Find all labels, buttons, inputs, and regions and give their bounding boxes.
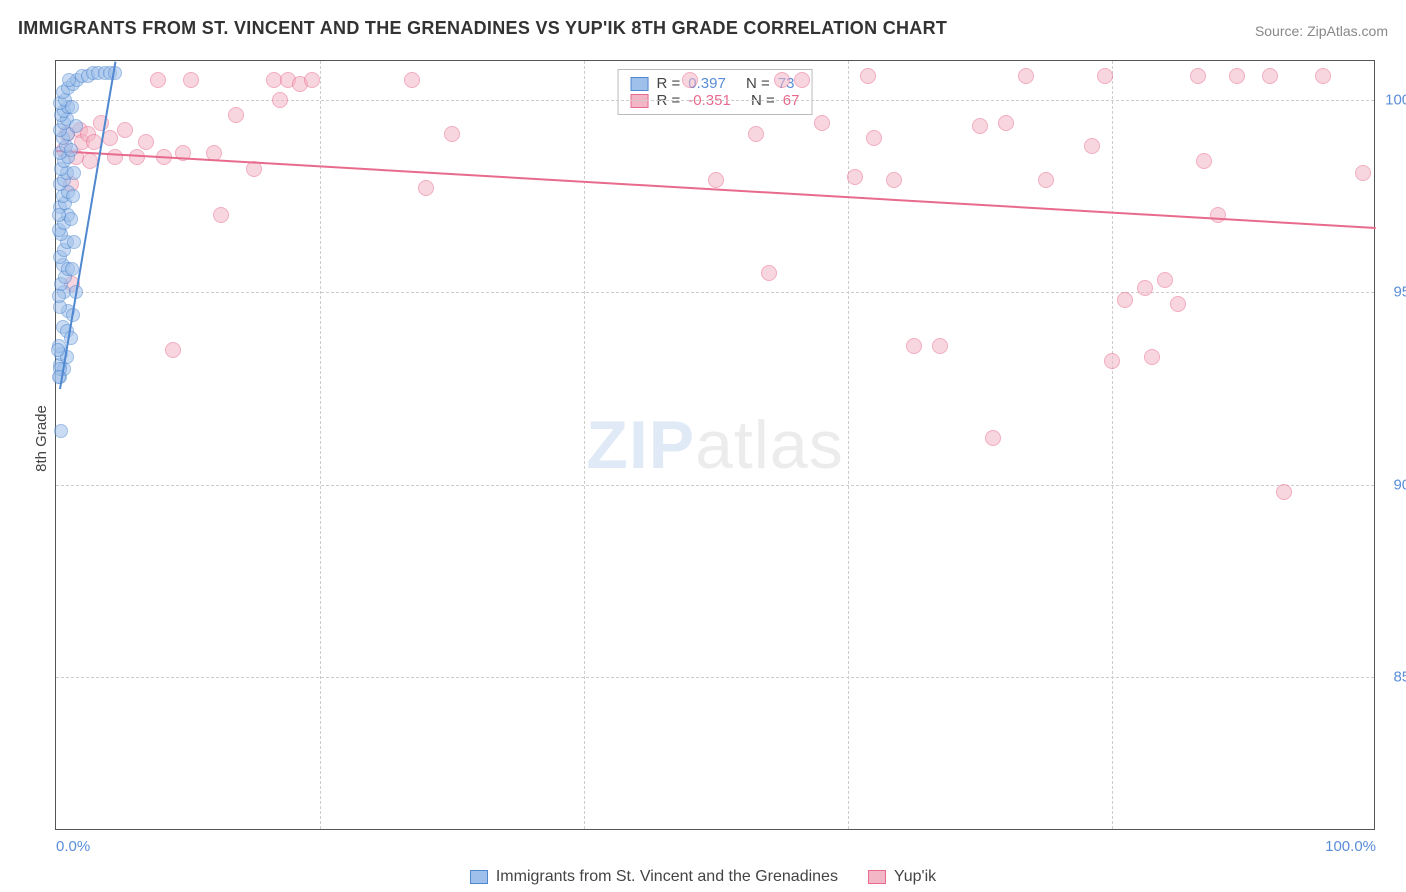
data-point: [748, 126, 764, 142]
swatch-series-a: [631, 77, 649, 91]
data-point: [814, 115, 830, 131]
gridline-h: [56, 292, 1374, 293]
data-point: [906, 338, 922, 354]
data-point: [972, 118, 988, 134]
data-point: [1276, 484, 1292, 500]
data-point: [1038, 172, 1054, 188]
chart-title: IMMIGRANTS FROM ST. VINCENT AND THE GREN…: [18, 18, 947, 39]
watermark: ZIPatlas: [586, 406, 843, 484]
swatch-series-b: [631, 94, 649, 108]
data-point: [165, 342, 181, 358]
data-point: [1196, 153, 1212, 169]
data-point: [404, 72, 420, 88]
data-point: [213, 207, 229, 223]
data-point: [52, 289, 66, 303]
y-tick-label: 85.0%: [1381, 669, 1406, 686]
data-point: [1117, 292, 1133, 308]
data-point: [228, 107, 244, 123]
y-tick-label: 90.0%: [1381, 476, 1406, 493]
bottom-legend: Immigrants from St. Vincent and the Gren…: [0, 868, 1406, 886]
source-citation: Source: ZipAtlas.com: [1255, 23, 1388, 39]
gridline-h: [56, 677, 1374, 678]
data-point: [1104, 353, 1120, 369]
data-point: [998, 115, 1014, 131]
data-point: [1084, 138, 1100, 154]
data-point: [129, 149, 145, 165]
data-point: [1170, 296, 1186, 312]
data-point: [1190, 68, 1206, 84]
swatch-series-a: [470, 870, 488, 884]
swatch-series-b: [868, 870, 886, 884]
data-point: [1229, 68, 1245, 84]
data-point: [1157, 272, 1173, 288]
gridline-h: [56, 100, 1374, 101]
data-point: [932, 338, 948, 354]
data-point: [794, 72, 810, 88]
gridline-v: [320, 61, 321, 829]
data-point: [418, 180, 434, 196]
data-point: [102, 130, 118, 146]
data-point: [1137, 280, 1153, 296]
data-point: [682, 72, 698, 88]
data-point: [138, 134, 154, 150]
x-tick-label: 0.0%: [56, 838, 90, 855]
data-point: [708, 172, 724, 188]
stats-row-b: R = -0.351 N = 67: [631, 92, 800, 109]
n-value-b: 67: [783, 92, 800, 109]
data-point: [985, 430, 1001, 446]
gridline-v: [1112, 61, 1113, 829]
data-point: [54, 424, 68, 438]
data-point: [1018, 68, 1034, 84]
data-point: [1315, 68, 1331, 84]
data-point: [150, 72, 166, 88]
data-point: [860, 68, 876, 84]
data-point: [1210, 207, 1226, 223]
data-point: [64, 143, 78, 157]
data-point: [62, 73, 76, 87]
data-point: [761, 265, 777, 281]
data-point: [444, 126, 460, 142]
data-point: [107, 149, 123, 165]
data-point: [67, 166, 81, 180]
data-point: [66, 189, 80, 203]
data-point: [65, 100, 79, 114]
y-tick-label: 95.0%: [1381, 284, 1406, 301]
data-point: [1144, 349, 1160, 365]
data-point: [65, 262, 79, 276]
data-point: [67, 235, 81, 249]
y-axis-label: 8th Grade: [33, 405, 50, 472]
data-point: [183, 72, 199, 88]
scatter-plot: ZIPatlas R = 0.397 N = 73 R = -0.351 N =…: [55, 60, 1375, 830]
trend-line: [56, 150, 1376, 229]
legend-item-a: Immigrants from St. Vincent and the Gren…: [470, 868, 838, 886]
x-tick-label: 100.0%: [1325, 838, 1376, 855]
data-point: [272, 92, 288, 108]
data-point: [774, 72, 790, 88]
gridline-v: [584, 61, 585, 829]
data-point: [1097, 68, 1113, 84]
data-point: [1355, 165, 1371, 181]
series-b-label: Yup'ik: [894, 868, 936, 886]
gridline-h: [56, 485, 1374, 486]
data-point: [886, 172, 902, 188]
legend-item-b: Yup'ik: [868, 868, 936, 886]
data-point: [51, 343, 65, 357]
data-point: [1262, 68, 1278, 84]
data-point: [847, 169, 863, 185]
data-point: [69, 119, 83, 133]
data-point: [117, 122, 133, 138]
data-point: [866, 130, 882, 146]
data-point: [52, 208, 66, 222]
series-a-label: Immigrants from St. Vincent and the Gren…: [496, 868, 838, 886]
r-value-b: -0.351: [688, 92, 731, 109]
y-tick-label: 100.0%: [1381, 91, 1406, 108]
data-point: [304, 72, 320, 88]
